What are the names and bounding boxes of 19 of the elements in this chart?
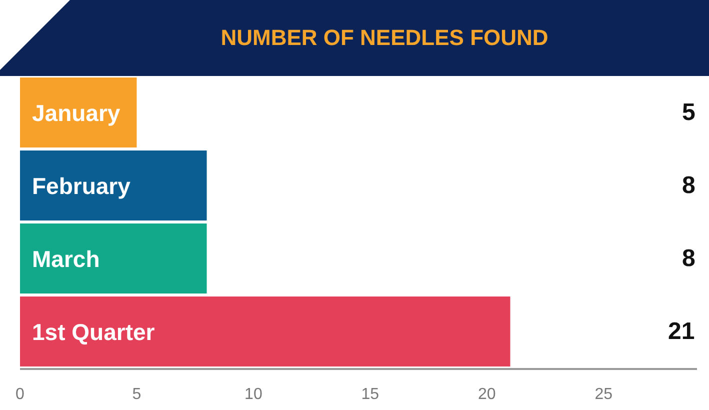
bar [20,223,207,294]
data-label: 5 [682,99,696,126]
x-tick-label: 20 [478,386,496,403]
y-tick-label: January [32,100,120,126]
y-tick-label: February [32,173,131,199]
x-tick-label: 10 [244,386,262,403]
data-label: 21 [668,318,695,345]
data-label: 8 [682,172,696,199]
data-label: 8 [682,245,696,272]
chart-title: NUMBER OF NEEDLES FOUND [220,25,548,51]
x-tick-label: 0 [16,386,25,403]
y-tick-label: March [32,246,100,272]
bar [20,150,207,221]
x-tick-label: 5 [132,386,142,403]
y-tick-label: 1st Quarter [32,319,155,345]
bar [20,296,510,367]
bar [20,77,137,148]
x-tick-label: 15 [361,386,380,403]
x-tick-label: 25 [594,386,613,403]
